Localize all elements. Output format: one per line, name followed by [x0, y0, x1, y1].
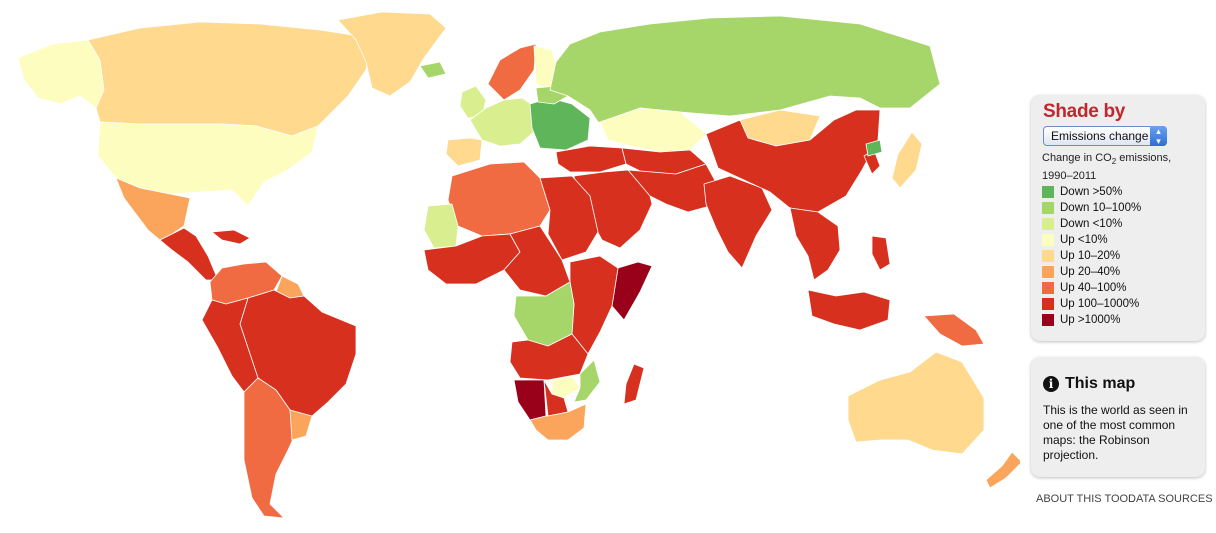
region-angola-zambia[interactable]: [509, 333, 589, 381]
legend-label: Down 10–100%: [1060, 202, 1142, 214]
region-philippines[interactable]: [871, 235, 891, 271]
region-japan[interactable]: [891, 131, 923, 189]
legend-swatch: [1042, 282, 1054, 294]
legend-swatch: [1042, 234, 1054, 246]
region-papua[interactable]: [923, 313, 985, 347]
shade-by-title: Shade by: [1043, 101, 1126, 122]
region-southeast-asia[interactable]: [789, 207, 841, 281]
region-central-america[interactable]: [159, 227, 219, 281]
shade-by-select[interactable]: Emissions change ▴ ▾: [1043, 126, 1167, 146]
region-russia[interactable]: [549, 15, 941, 125]
region-canada[interactable]: [87, 21, 373, 137]
region-botswana[interactable]: [543, 379, 569, 417]
legend-label: Up 40–100%: [1060, 282, 1127, 294]
legend-label: Up 10–20%: [1060, 250, 1121, 262]
region-australia[interactable]: [847, 351, 985, 455]
shade-by-select-value: Emissions change: [1051, 129, 1149, 143]
info-icon: i: [1043, 376, 1059, 392]
region-cuba[interactable]: [211, 229, 251, 245]
region-china[interactable]: [705, 109, 881, 213]
this-map-title: This map: [1065, 375, 1136, 392]
legend-item: Up 100–1000%: [1042, 296, 1141, 312]
data-sources-link[interactable]: DATA SOURCES: [1128, 493, 1213, 505]
select-arrows-icon[interactable]: ▴ ▾: [1150, 126, 1167, 146]
legend-swatch: [1042, 250, 1054, 262]
legend-label: Up <10%: [1060, 234, 1108, 246]
region-north-korea[interactable]: [865, 139, 883, 157]
region-namibia[interactable]: [513, 379, 547, 421]
legend-label: Up 100–1000%: [1060, 298, 1140, 310]
legend-item: Down 10–100%: [1042, 200, 1141, 216]
legend-item: Up 10–20%: [1042, 248, 1141, 264]
region-south-africa[interactable]: [529, 403, 587, 441]
legend-item: Up 20–40%: [1042, 264, 1141, 280]
region-iberia[interactable]: [445, 137, 483, 167]
legend-item: Up <10%: [1042, 232, 1141, 248]
region-new-zealand[interactable]: [985, 451, 1020, 489]
region-india[interactable]: [703, 175, 773, 269]
region-horn-of-africa[interactable]: [611, 261, 653, 321]
region-egypt-libya[interactable]: [539, 175, 599, 261]
legend-subtitle: Change in CO2 emissions, 1990–2011: [1042, 151, 1202, 183]
legend-label: Down <10%: [1060, 218, 1123, 230]
legend-swatch: [1042, 218, 1054, 230]
this-map-heading: i This map: [1043, 375, 1135, 393]
region-mauritania[interactable]: [423, 203, 459, 249]
legend-label: Down >50%: [1060, 186, 1123, 198]
legend-swatch: [1042, 202, 1054, 214]
legend-item: Down >50%: [1042, 184, 1141, 200]
legend-list: Down >50% Down 10–100% Down <10% Up <10%…: [1042, 184, 1141, 328]
region-eastern-europe[interactable]: [529, 97, 591, 151]
this-map-panel: i This map This is the world as seen in …: [1031, 357, 1205, 477]
legend-label: Up >1000%: [1060, 314, 1121, 326]
region-greenland[interactable]: [337, 11, 447, 97]
region-uruguay[interactable]: [289, 409, 313, 441]
legend-item: Down <10%: [1042, 216, 1141, 232]
legend-swatch: [1042, 186, 1054, 198]
shade-by-panel: Shade by Emissions change ▴ ▾ Change in C…: [1031, 95, 1205, 341]
legend-label: Up 20–40%: [1060, 266, 1121, 278]
legend-subtitle-rest: emissions, 1990–2011: [1042, 152, 1172, 183]
region-north-africa[interactable]: [447, 161, 551, 237]
region-alaska[interactable]: [17, 39, 105, 109]
region-scandinavia[interactable]: [487, 43, 537, 101]
region-argentina-chile[interactable]: [243, 377, 299, 519]
about-this-tool-link[interactable]: ABOUT THIS TOOL: [1036, 493, 1135, 505]
region-mozambique[interactable]: [573, 359, 601, 403]
this-map-description: This is the world as seen in one of the …: [1043, 403, 1188, 462]
legend-subtitle-main: Change in CO: [1042, 152, 1112, 164]
legend-swatch: [1042, 298, 1054, 310]
region-iceland[interactable]: [419, 61, 447, 79]
legend-swatch: [1042, 266, 1054, 278]
region-indonesia[interactable]: [807, 289, 891, 331]
region-zimbabwe[interactable]: [551, 375, 581, 399]
legend-swatch: [1042, 314, 1054, 326]
region-madagascar[interactable]: [623, 363, 645, 405]
legend-item: Up >1000%: [1042, 312, 1141, 328]
legend-item: Up 40–100%: [1042, 280, 1141, 296]
world-map[interactable]: [0, 0, 1020, 533]
region-turkey-caucasus[interactable]: [555, 145, 627, 173]
legend-subtitle-sub: 2: [1111, 157, 1117, 167]
region-east-africa[interactable]: [569, 255, 619, 355]
